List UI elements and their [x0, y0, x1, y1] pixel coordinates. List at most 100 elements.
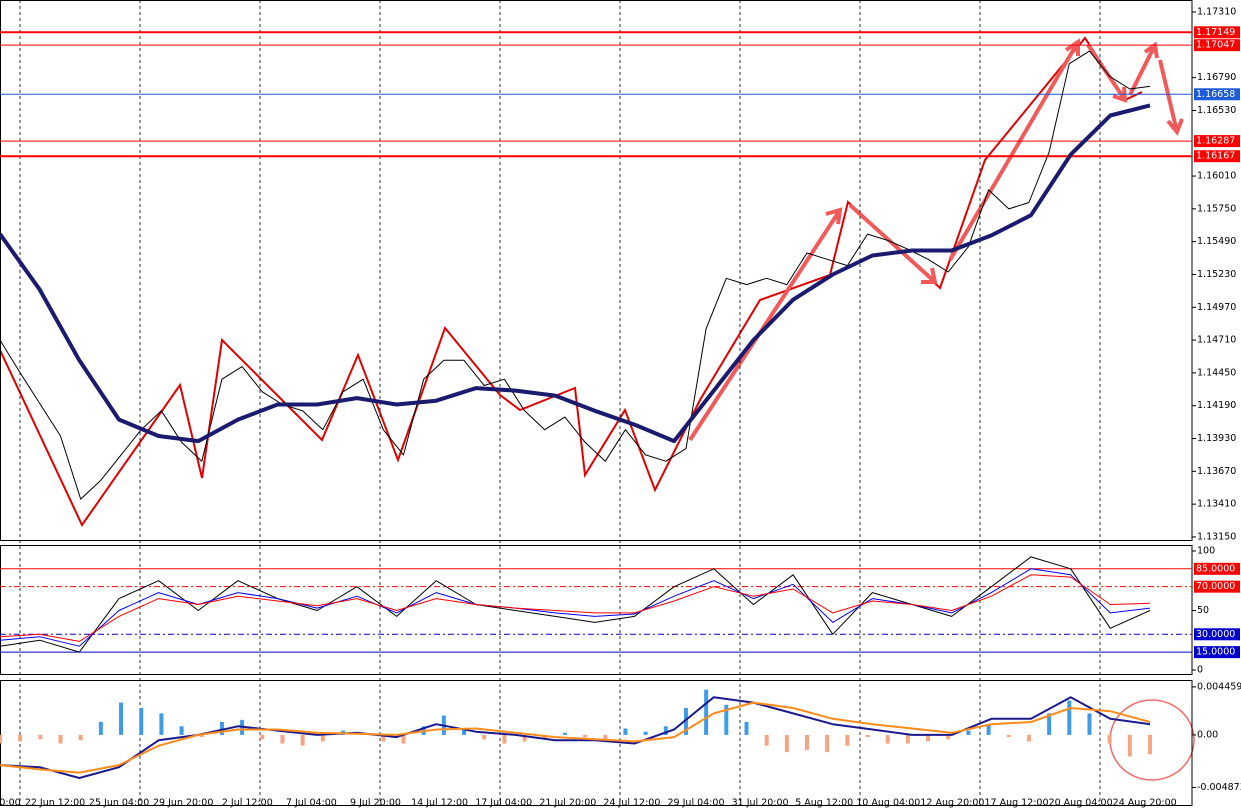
histogram-bar	[926, 734, 931, 742]
y-tick-label: 50	[1197, 605, 1209, 616]
x-tick-label: 31 Jul 20:00	[732, 798, 789, 809]
histogram-bar	[159, 713, 164, 735]
histogram-bar	[986, 724, 991, 735]
x-tick-label: 25 Jun 04:00	[89, 798, 149, 809]
histogram-bar	[38, 734, 43, 740]
y-tick-label: 1.14710	[1197, 335, 1236, 346]
histogram-bar	[260, 734, 265, 740]
histogram-bar	[58, 734, 63, 744]
histogram-bar	[1148, 734, 1152, 755]
histogram-bar	[300, 734, 305, 746]
y-tick-label: 1.16010	[1197, 171, 1236, 182]
series-line	[0, 574, 1151, 642]
level-label: 15.0000	[1196, 647, 1235, 658]
y-tick-label: 1.16790	[1197, 72, 1236, 83]
histogram-bar	[1006, 734, 1011, 738]
x-tick-label: 29 Jul 04:00	[668, 798, 725, 809]
y-tick-label: 1.13150	[1197, 531, 1236, 542]
histogram-bar	[199, 734, 204, 738]
histogram-bar	[704, 689, 709, 735]
zigzag	[0, 36, 1143, 527]
level-box	[1194, 646, 1240, 659]
y-tick-label: 1.13930	[1197, 433, 1236, 444]
y-tick-label: 1.13410	[1197, 499, 1236, 510]
level-label: 30.0000	[1196, 629, 1235, 640]
x-tick-label: 7 Jul 04:00	[286, 798, 337, 809]
y-tick-label: 1.15230	[1197, 269, 1236, 280]
y-tick-label: -0.004873	[1197, 782, 1241, 793]
histogram-bar	[603, 734, 608, 740]
x-tick-label: 9 Jul 20:00	[350, 798, 401, 809]
histogram-bar	[1026, 734, 1031, 742]
histogram-bar	[865, 734, 870, 738]
level-box	[1194, 580, 1240, 593]
level-box	[1194, 26, 1240, 39]
histogram-bar	[946, 734, 951, 740]
histogram-bar	[542, 734, 547, 740]
panel-border	[0, 0, 1193, 541]
level-label: 1.17149	[1196, 27, 1235, 38]
histogram-bar	[825, 734, 830, 753]
y-tick-label: 1.15750	[1197, 203, 1236, 214]
x-tick-label: 29 Jun 20:00	[153, 798, 213, 809]
histogram-bar	[966, 730, 971, 735]
y-tick-label: 1.14970	[1197, 302, 1236, 313]
level-box	[1194, 39, 1240, 52]
x-tick-label: 24 Jul 12:00	[603, 798, 660, 809]
x-tick-label: 17 Aug 12:00	[984, 798, 1048, 809]
x-tick-label: 2 Jul 12:00	[222, 798, 273, 809]
y-tick-label: 0.00	[1197, 729, 1218, 740]
x-tick-label: 14 Jul 12:00	[411, 798, 468, 809]
histogram-bar	[744, 722, 749, 735]
histogram-bar	[663, 726, 668, 735]
histogram-bar	[522, 734, 527, 742]
histogram-bar	[1087, 713, 1092, 735]
series-line	[0, 701, 1151, 774]
histogram-bar	[462, 728, 467, 735]
y-tick-label: 100	[1197, 545, 1215, 556]
level-label: 1.17047	[1196, 40, 1235, 51]
x-tick-label: 10 Aug 04:00	[856, 798, 920, 809]
y-tick-label: 0.0044593	[1197, 681, 1241, 692]
histogram-bar	[401, 734, 406, 744]
y-tick-label: 1.15490	[1197, 236, 1236, 247]
histogram-bar	[643, 731, 648, 735]
histogram-bar	[482, 734, 487, 740]
level-label: 70.0000	[1196, 581, 1235, 592]
histogram-bar	[784, 734, 789, 753]
histogram-bar	[885, 734, 890, 744]
y-tick-label: 1.14190	[1197, 400, 1236, 411]
histogram-bar	[119, 702, 124, 735]
level-box	[1194, 88, 1240, 101]
histogram-bar	[1127, 734, 1132, 757]
level-label: 85.0000	[1196, 563, 1235, 574]
histogram-bar	[1067, 700, 1072, 735]
histogram-bar	[1047, 713, 1052, 735]
histogram-bar	[623, 728, 628, 735]
series-line	[0, 568, 1151, 647]
histogram-bar	[219, 722, 224, 735]
y-tick-label: 0	[1197, 665, 1203, 676]
histogram-bar	[1107, 734, 1112, 744]
x-tick-label: 12 Aug 20:00	[920, 798, 984, 809]
histogram-bar	[502, 734, 507, 744]
histogram-bar	[583, 734, 588, 738]
x-tick-label: 20 Aug 04:00	[1049, 798, 1113, 809]
y-tick-label: 1.14450	[1197, 367, 1236, 378]
level-box	[1194, 150, 1240, 163]
histogram-bar	[805, 734, 810, 750]
level-box	[1194, 135, 1240, 148]
y-tick-label: 1.17310	[1197, 6, 1236, 17]
y-tick-label: 1.13670	[1197, 466, 1236, 477]
level-box	[1194, 562, 1240, 575]
x-tick-label: 21 Jul 20:00	[539, 798, 596, 809]
histogram-bar	[179, 726, 184, 735]
series-line	[0, 50, 1151, 500]
histogram-bar	[724, 704, 729, 735]
x-tick-label: 24 Aug 20:00	[1113, 798, 1177, 809]
x-tick-label: 22 Jun 12:00	[25, 798, 85, 809]
histogram-bar	[280, 734, 285, 744]
level-label: 1.16658	[1196, 89, 1235, 100]
